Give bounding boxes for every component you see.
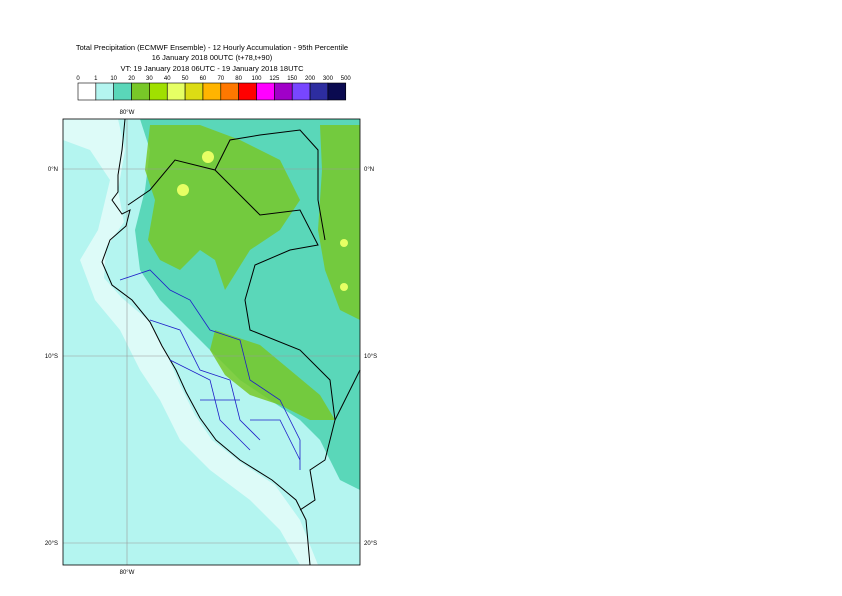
legend-label: 20 — [128, 76, 135, 82]
title-line: 16 January 2018 00UTC (t+78,t+90) — [152, 53, 273, 62]
legend-swatch — [238, 82, 257, 101]
legend-label: 1 — [94, 76, 98, 82]
legend-swatch — [256, 82, 275, 101]
rain-peak — [202, 151, 214, 163]
legend-swatch — [327, 82, 347, 101]
map: 80°W 80°W 0°N 10°S 20°S 0°N 10°S 20°S — [45, 110, 377, 576]
lat-label: 0°N — [364, 167, 374, 173]
legend: 0 1 10 20 30 40 50 60 70 80 100 125 150 200 300 500 — [76, 76, 352, 101]
legend-swatch — [309, 82, 329, 101]
legend-swatch — [95, 82, 114, 101]
dry-band — [63, 119, 318, 565]
coastline — [101, 118, 311, 566]
frame — [62, 118, 361, 566]
rain-peak — [340, 239, 348, 247]
legend-label: 200 — [305, 76, 316, 82]
regions — [119, 269, 301, 470]
rain-area — [210, 330, 335, 420]
legend-swatch — [274, 82, 293, 101]
lon-label: 80°W — [120, 110, 135, 116]
legend-swatch — [166, 82, 186, 101]
legend-label: 50 — [182, 76, 189, 82]
rain-area — [318, 125, 360, 320]
legend-label: 10 — [110, 76, 117, 82]
lon-label: 80°W — [120, 570, 135, 576]
legend-label: 125 — [269, 76, 280, 82]
legend-label: 30 — [146, 76, 153, 82]
legend-label: 100 — [251, 76, 262, 82]
legend-swatch — [220, 82, 239, 101]
legend-label: 80 — [235, 76, 242, 82]
rain-area — [145, 125, 300, 290]
legend-swatch — [131, 82, 150, 101]
rain-peak — [340, 283, 348, 291]
legend-swatch — [77, 82, 97, 101]
legend-label: 0 — [76, 76, 80, 82]
legend-label: 500 — [341, 76, 352, 82]
legend-swatch — [202, 82, 222, 101]
legend-swatch — [113, 82, 132, 101]
legend-swatch — [149, 82, 168, 101]
legend-label: 60 — [200, 76, 207, 82]
title-line: Total Precipitation (ECMWF Ensemble) - 1… — [76, 43, 348, 52]
legend-swatch — [291, 82, 311, 101]
legend-label: 300 — [323, 76, 334, 82]
legend-label: 40 — [164, 76, 171, 82]
border — [214, 129, 361, 421]
lat-label: 20°S — [364, 541, 377, 547]
legend-swatch — [184, 82, 204, 101]
legend-label: 150 — [287, 76, 298, 82]
legend-label: 70 — [217, 76, 224, 82]
lat-label: 20°S — [45, 541, 58, 547]
lat-label: 10°S — [45, 354, 58, 360]
lat-label: 0°N — [48, 167, 58, 173]
rain-peak — [177, 184, 189, 196]
title-line: VT: 19 January 2018 06UTC - 19 January 2… — [120, 64, 304, 73]
lat-label: 10°S — [364, 354, 377, 360]
